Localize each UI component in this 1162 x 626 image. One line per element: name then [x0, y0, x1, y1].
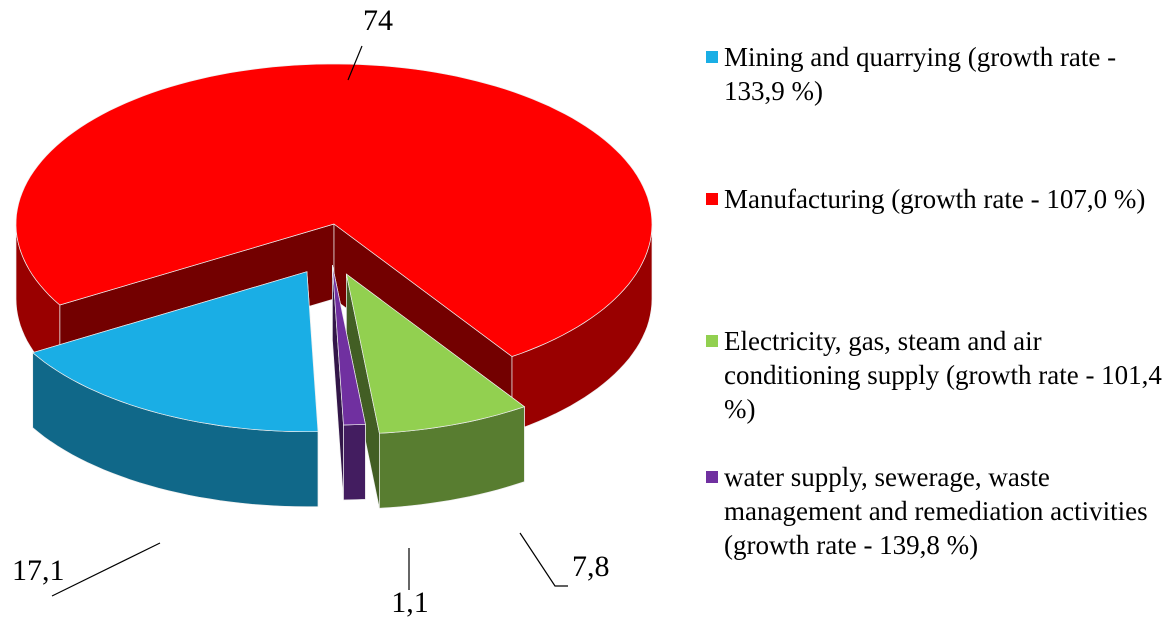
slice-wall	[343, 423, 366, 501]
slice	[31, 271, 319, 508]
chart: 17,1 74 7,8 1,1	[12, 4, 653, 619]
legend-item: Electricity, gas, steam and air conditio…	[706, 324, 1162, 426]
slice	[332, 265, 366, 501]
legend-swatch	[706, 471, 718, 483]
legend-label: Electricity, gas, steam and air conditio…	[724, 326, 1162, 424]
leader-line	[519, 532, 568, 587]
legend-item: Manufacturing (growth rate - 107,0 %)	[706, 182, 1162, 216]
legend-swatch	[706, 193, 718, 205]
legend-item: Mining and quarrying (growth rate - 133,…	[706, 40, 1162, 108]
data-label: 1,1	[391, 586, 429, 619]
legend-label: water supply, sewerage, waste management…	[724, 462, 1148, 560]
slice	[345, 273, 526, 509]
legend-swatch	[706, 335, 718, 347]
data-label: 17,1	[12, 554, 65, 587]
slice-top	[345, 273, 526, 434]
slice-top	[332, 265, 366, 426]
leader-line	[51, 542, 161, 597]
legend-label: Manufacturing (growth rate - 107,0 %)	[724, 184, 1146, 214]
leader-line	[347, 45, 363, 81]
legend-swatch	[706, 51, 718, 63]
data-label: 7,8	[572, 550, 610, 583]
legend-item: water supply, sewerage, waste management…	[706, 460, 1162, 562]
slice-top	[31, 271, 319, 433]
legend-label: Mining and quarrying (growth rate - 133,…	[724, 42, 1117, 106]
data-label: 74	[363, 4, 393, 37]
slice-top	[15, 63, 653, 357]
